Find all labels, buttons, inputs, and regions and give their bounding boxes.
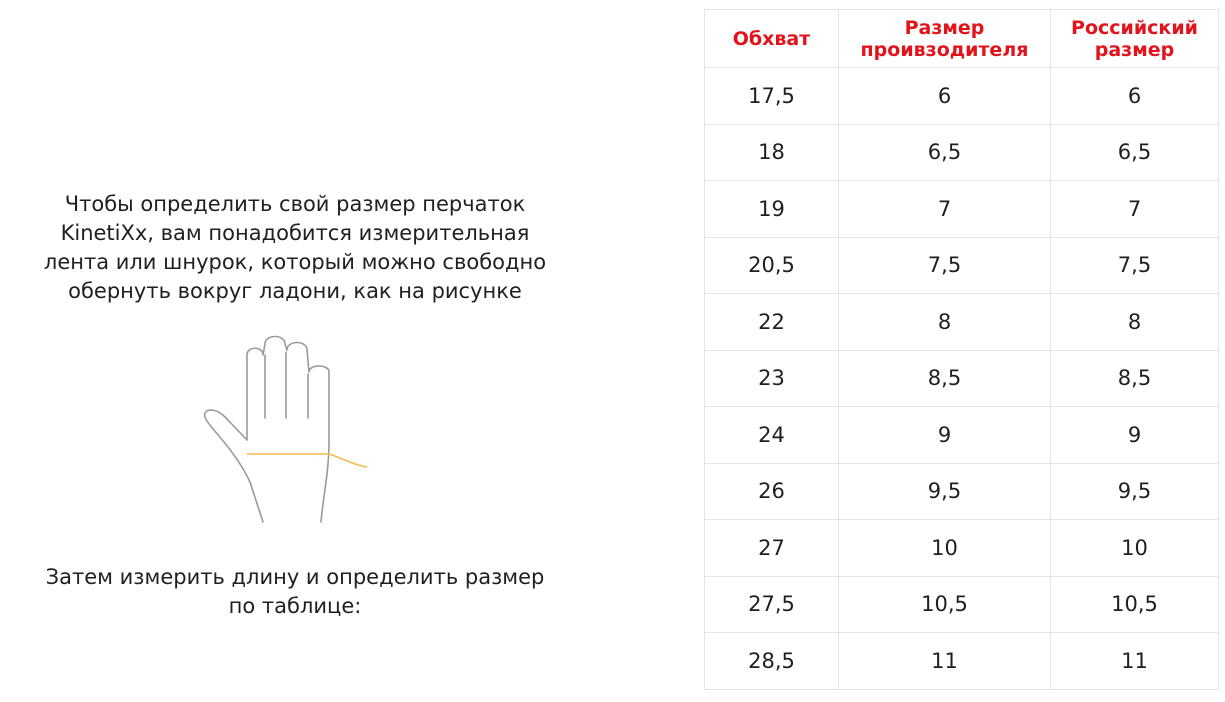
girth-cell: 19 bbox=[704, 180, 839, 238]
header-girth: Обхват bbox=[704, 9, 839, 68]
manufacturer-size-cell: 10 bbox=[838, 519, 1051, 577]
header-russian-line1: Российский bbox=[1071, 16, 1198, 39]
header-manufacturer-line2: проивзодителя bbox=[860, 38, 1029, 61]
outro-line: Затем измерить длину и определить размер bbox=[45, 565, 545, 589]
girth-cell: 26 bbox=[704, 462, 839, 520]
russian-size-cell: 11 bbox=[1050, 632, 1219, 690]
table-row: 27 10 10 bbox=[704, 519, 1219, 577]
girth-cell: 27,5 bbox=[704, 575, 839, 633]
girth-cell: 27 bbox=[704, 519, 839, 577]
russian-size-cell: 6 bbox=[1050, 67, 1219, 125]
manufacturer-size-cell: 9 bbox=[838, 406, 1051, 464]
girth-cell: 24 bbox=[704, 406, 839, 464]
intro-line: обернуть вокруг ладони, как на рисунке bbox=[68, 279, 522, 303]
girth-cell: 22 bbox=[704, 293, 839, 351]
size-table: Обхват Размер проивзодителя Российский р… bbox=[704, 9, 1219, 690]
header-manufacturer-line1: Размер bbox=[904, 16, 985, 39]
table-row: 27,5 10,5 10,5 bbox=[704, 575, 1219, 633]
manufacturer-size-cell: 7 bbox=[838, 180, 1051, 238]
intro-text: Чтобы определить свой размер перчаток Ki… bbox=[0, 190, 590, 306]
girth-cell: 20,5 bbox=[704, 236, 839, 294]
table-header-row: Обхват Размер проивзодителя Российский р… bbox=[704, 9, 1219, 68]
manufacturer-size-cell: 8 bbox=[838, 293, 1051, 351]
girth-cell: 23 bbox=[704, 349, 839, 407]
table-row: 20,5 7,5 7,5 bbox=[704, 236, 1219, 294]
girth-cell: 18 bbox=[704, 123, 839, 181]
header-russian-line2: размер bbox=[1094, 38, 1175, 61]
hand-measure-icon bbox=[203, 335, 368, 523]
intro-line: KinetiXx, вам понадобится измерительная bbox=[60, 221, 530, 245]
russian-size-cell: 7 bbox=[1050, 180, 1219, 238]
russian-size-cell: 9,5 bbox=[1050, 462, 1219, 520]
russian-size-cell: 9 bbox=[1050, 406, 1219, 464]
outro-text: Затем измерить длину и определить размер… bbox=[0, 563, 590, 621]
table-row: 23 8,5 8,5 bbox=[704, 349, 1219, 407]
header-manufacturer-size: Размер проивзодителя bbox=[838, 9, 1051, 68]
manufacturer-size-cell: 7,5 bbox=[838, 236, 1051, 294]
russian-size-cell: 6,5 bbox=[1050, 123, 1219, 181]
table-row: 17,5 6 6 bbox=[704, 67, 1219, 125]
table-row: 24 9 9 bbox=[704, 406, 1219, 464]
intro-line: Чтобы определить свой размер перчаток bbox=[64, 192, 526, 216]
header-girth-label: Обхват bbox=[732, 27, 811, 50]
instructions-panel: Чтобы определить свой размер перчаток Ki… bbox=[0, 0, 590, 702]
header-russian-size: Российский размер bbox=[1050, 9, 1219, 68]
russian-size-cell: 8 bbox=[1050, 293, 1219, 351]
table-row: 28,5 11 11 bbox=[704, 632, 1219, 690]
table-row: 18 6,5 6,5 bbox=[704, 123, 1219, 181]
russian-size-cell: 10,5 bbox=[1050, 575, 1219, 633]
girth-cell: 17,5 bbox=[704, 67, 839, 125]
manufacturer-size-cell: 6,5 bbox=[838, 123, 1051, 181]
manufacturer-size-cell: 8,5 bbox=[838, 349, 1051, 407]
girth-cell: 28,5 bbox=[704, 632, 839, 690]
russian-size-cell: 10 bbox=[1050, 519, 1219, 577]
intro-line: лента или шнурок, который можно свободно bbox=[43, 250, 547, 274]
manufacturer-size-cell: 9,5 bbox=[838, 462, 1051, 520]
russian-size-cell: 7,5 bbox=[1050, 236, 1219, 294]
manufacturer-size-cell: 6 bbox=[838, 67, 1051, 125]
table-row: 26 9,5 9,5 bbox=[704, 462, 1219, 520]
russian-size-cell: 8,5 bbox=[1050, 349, 1219, 407]
manufacturer-size-cell: 10,5 bbox=[838, 575, 1051, 633]
outro-line: по таблице: bbox=[228, 594, 362, 618]
table-row: 22 8 8 bbox=[704, 293, 1219, 351]
manufacturer-size-cell: 11 bbox=[838, 632, 1051, 690]
table-row: 19 7 7 bbox=[704, 180, 1219, 238]
